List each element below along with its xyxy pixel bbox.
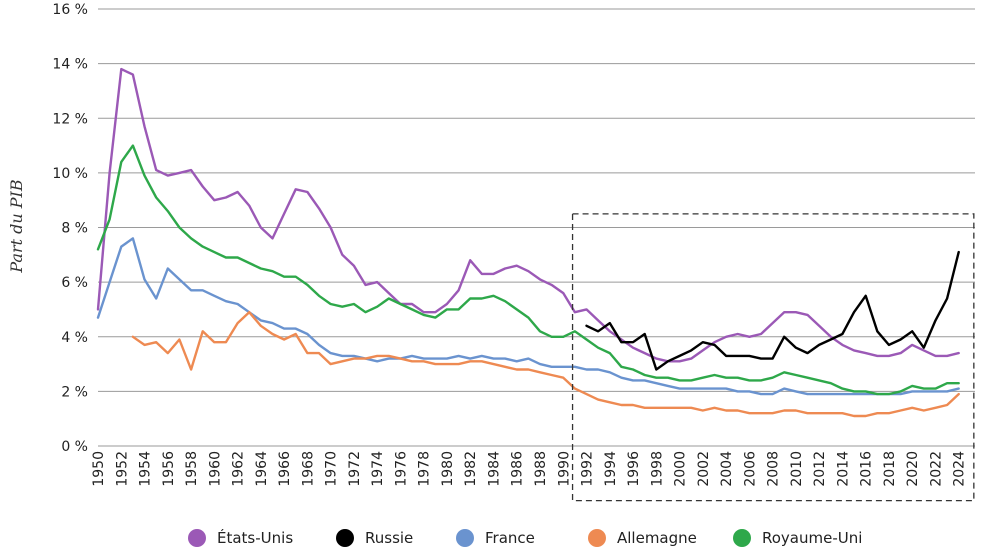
y-tick-label: 4 % xyxy=(61,330,88,346)
x-tick-label: 1984 xyxy=(486,451,502,487)
x-tick-label: 1970 xyxy=(324,451,340,487)
x-tick-label: 2004 xyxy=(719,451,735,487)
series-line-2 xyxy=(96,237,960,396)
x-tick-label: 1982 xyxy=(463,451,479,487)
y-tick-label: 8 % xyxy=(61,221,88,237)
x-tick-label: 1976 xyxy=(393,451,409,487)
y-axis-label: Part du PIB xyxy=(7,179,26,273)
x-tick-label: 1996 xyxy=(626,451,642,487)
x-tick-label: 2016 xyxy=(859,451,875,487)
series-line-3 xyxy=(131,311,960,418)
x-tick-label: 1980 xyxy=(440,451,456,487)
x-tick-label: 1978 xyxy=(417,451,433,487)
x-tick-label: 1988 xyxy=(533,451,549,487)
x-tick-label: 2014 xyxy=(835,451,851,487)
x-tick-label: 2002 xyxy=(696,451,712,487)
x-tick-label: 1972 xyxy=(347,451,363,487)
series-line-0 xyxy=(96,67,960,363)
x-tick-label: 1992 xyxy=(580,451,596,487)
legend-label: États-Unis xyxy=(217,528,293,547)
x-tick-label: 1960 xyxy=(207,451,223,487)
legend-label: Russie xyxy=(365,529,413,547)
x-tick-label: 2018 xyxy=(882,451,898,487)
legend-marker xyxy=(456,529,474,547)
y-tick-label: 2 % xyxy=(61,384,88,400)
x-tick-label: 2020 xyxy=(905,451,921,487)
x-tick-label: 1986 xyxy=(510,451,526,487)
x-tick-label: 1966 xyxy=(277,451,293,487)
x-tick-label: 1962 xyxy=(231,451,247,487)
x-tick-label: 1998 xyxy=(649,451,665,487)
highlight-box xyxy=(571,213,975,502)
x-tick-label: 2000 xyxy=(673,451,689,487)
y-tick-label: 0 % xyxy=(61,439,88,455)
x-tick-label: 1952 xyxy=(114,451,130,487)
series-line-1 xyxy=(585,250,960,371)
x-tick-label: 2008 xyxy=(766,451,782,487)
legend-marker xyxy=(188,529,206,547)
x-tick-label: 2012 xyxy=(812,451,828,487)
x-tick-label: 2024 xyxy=(952,451,968,487)
series-line-4 xyxy=(96,144,960,396)
x-tick-label: 1950 xyxy=(91,451,107,487)
series-lines xyxy=(96,67,960,418)
x-tick-label: 2006 xyxy=(742,451,758,487)
x-tick-label: 1958 xyxy=(184,451,200,487)
x-tick-label: 1990 xyxy=(556,451,572,487)
y-tick-label: 6 % xyxy=(61,275,88,291)
y-axis-ticks: 0 % 2 % 4 % 6 % 8 % 10 % 12 % 14 % 16 % xyxy=(52,2,88,455)
y-tick-label: 12 % xyxy=(52,111,88,127)
x-tick-label: 1956 xyxy=(161,451,177,487)
x-tick-label: 1964 xyxy=(254,451,270,487)
legend: États-Unis Russie France Allemagne Royaume-U… xyxy=(188,528,862,547)
x-tick-label: 1974 xyxy=(370,451,386,487)
x-tick-label: 1994 xyxy=(603,451,619,487)
x-tick-label: 1954 xyxy=(138,451,154,487)
gridlines xyxy=(98,8,975,447)
y-tick-label: 16 % xyxy=(52,2,88,18)
x-tick-label: 2022 xyxy=(928,451,944,487)
x-tick-label: 1968 xyxy=(300,451,316,487)
x-axis-ticks: 1950 1952 1954 1956 1958 1960 1962 1964 1966 1968… xyxy=(91,451,968,487)
legend-label: Royaume-Uni xyxy=(762,529,862,547)
y-tick-label: 14 % xyxy=(52,57,88,73)
legend-marker xyxy=(588,529,606,547)
x-tick-label: 2010 xyxy=(789,451,805,487)
legend-marker xyxy=(733,529,751,547)
legend-label: France xyxy=(485,529,535,547)
legend-label: Allemagne xyxy=(617,529,697,547)
legend-marker xyxy=(336,529,354,547)
y-tick-label: 10 % xyxy=(52,166,88,182)
